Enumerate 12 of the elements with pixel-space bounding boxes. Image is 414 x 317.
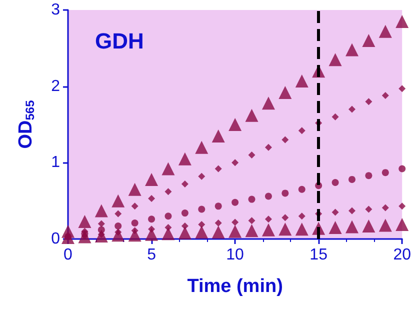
x-tick-label: 20 xyxy=(393,246,412,264)
y-axis-title: OD565 xyxy=(16,100,37,149)
y-tick-label: 1 xyxy=(51,154,60,172)
y-tick-label: 0 xyxy=(51,230,60,248)
y-tick-label: 3 xyxy=(51,2,60,18)
x-tick-label: 15 xyxy=(310,246,328,264)
y-tick-label: 2 xyxy=(51,78,60,95)
x-axis-title: Time (min) xyxy=(187,276,283,297)
x-tick-label: 0 xyxy=(64,246,73,264)
x-tick-label: 5 xyxy=(147,246,156,264)
x-tick-label: 10 xyxy=(226,246,244,264)
annotation: GDH xyxy=(95,28,144,54)
